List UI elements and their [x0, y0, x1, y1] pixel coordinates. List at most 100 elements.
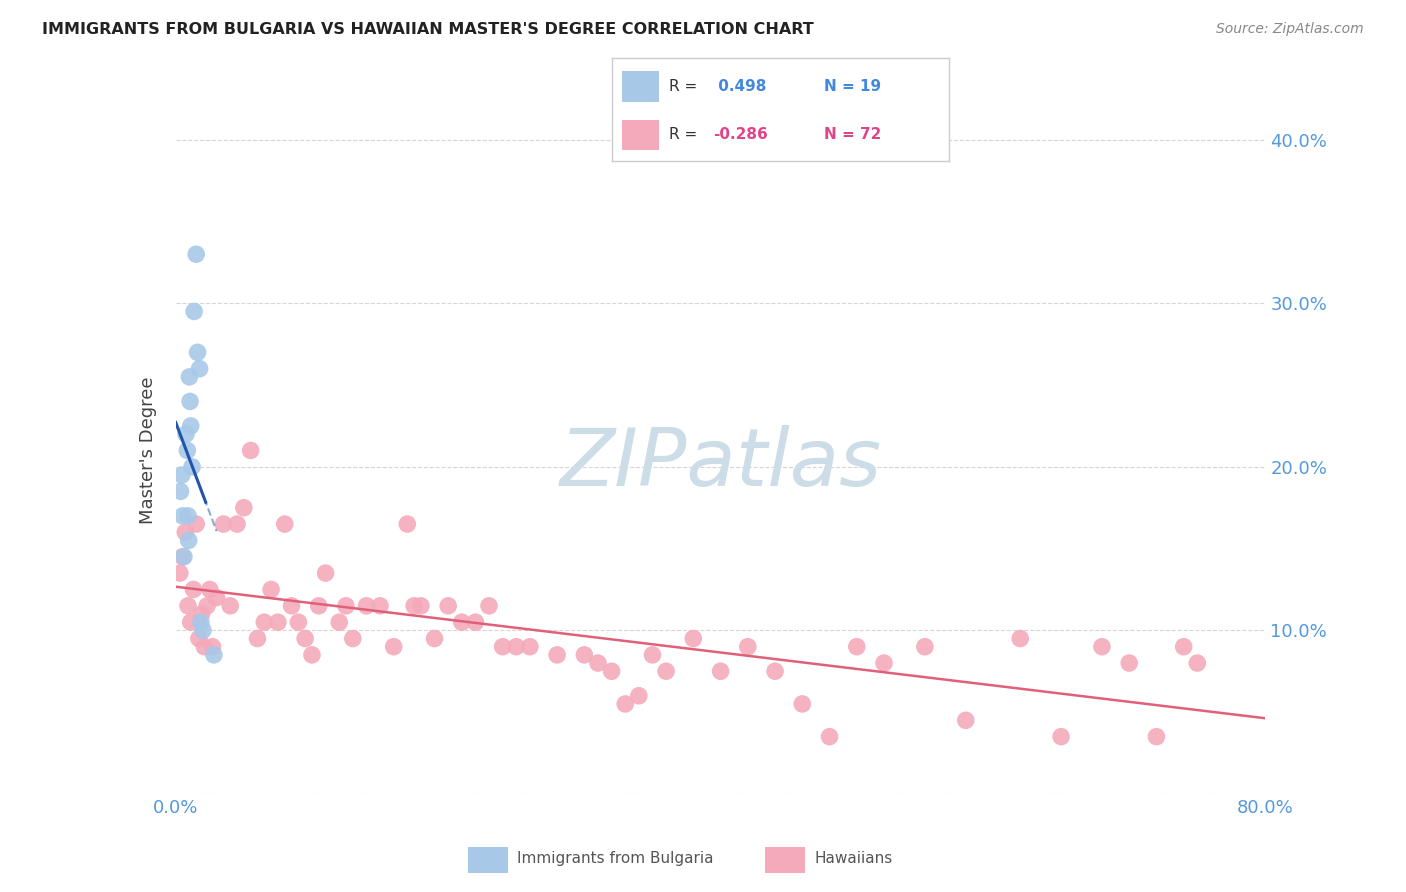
- Point: [181, 459, 204, 474]
- Point: [301, 648, 323, 662]
- Point: [190, 615, 212, 630]
- Point: [212, 517, 235, 532]
- Point: [409, 599, 432, 613]
- Point: [294, 632, 316, 646]
- Point: [239, 443, 262, 458]
- Point: [180, 615, 202, 630]
- Point: [176, 443, 198, 458]
- Point: [450, 615, 472, 630]
- Point: [315, 566, 337, 581]
- Point: [737, 640, 759, 654]
- Point: [404, 599, 426, 613]
- Point: [232, 500, 254, 515]
- Point: [179, 370, 201, 384]
- Point: [655, 664, 678, 679]
- Point: [174, 525, 197, 540]
- Point: [308, 599, 330, 613]
- Point: [246, 632, 269, 646]
- Point: [177, 508, 200, 523]
- Text: IMMIGRANTS FROM BULGARIA VS HAWAIIAN MASTER'S DEGREE CORRELATION CHART: IMMIGRANTS FROM BULGARIA VS HAWAIIAN MAS…: [42, 22, 814, 37]
- Point: [1118, 656, 1140, 670]
- Point: [1010, 632, 1032, 646]
- Point: [600, 664, 623, 679]
- Point: [191, 624, 214, 638]
- Point: [1091, 640, 1114, 654]
- Text: Source: ZipAtlas.com: Source: ZipAtlas.com: [1216, 22, 1364, 37]
- Point: [792, 697, 814, 711]
- Point: [492, 640, 515, 654]
- Point: [342, 632, 364, 646]
- Point: [955, 714, 977, 728]
- Point: [174, 427, 197, 442]
- Point: [368, 599, 391, 613]
- Point: [287, 615, 309, 630]
- Point: [763, 664, 786, 679]
- Point: [260, 582, 283, 597]
- Point: [505, 640, 527, 654]
- Point: [1050, 730, 1073, 744]
- Point: [177, 533, 200, 548]
- Point: [180, 419, 202, 434]
- Point: [183, 304, 205, 318]
- Point: [818, 730, 841, 744]
- Point: [396, 517, 419, 532]
- Point: [201, 640, 224, 654]
- Point: [267, 615, 290, 630]
- Point: [356, 599, 378, 613]
- Point: [546, 648, 568, 662]
- Point: [437, 599, 460, 613]
- Point: [198, 582, 221, 597]
- Text: R =: R =: [669, 128, 697, 143]
- Point: [172, 549, 194, 564]
- Point: [873, 656, 896, 670]
- Point: [170, 467, 193, 482]
- Point: [710, 664, 733, 679]
- FancyBboxPatch shape: [468, 847, 508, 872]
- Point: [226, 517, 249, 532]
- Y-axis label: Master's Degree: Master's Degree: [139, 376, 157, 524]
- Point: [1146, 730, 1168, 744]
- Point: [177, 599, 200, 613]
- Text: R =: R =: [669, 79, 697, 95]
- Point: [845, 640, 868, 654]
- Point: [423, 632, 446, 646]
- Point: [335, 599, 357, 613]
- FancyBboxPatch shape: [621, 71, 659, 102]
- Text: ZIPatlas: ZIPatlas: [560, 425, 882, 503]
- Point: [219, 599, 242, 613]
- Point: [519, 640, 541, 654]
- Point: [627, 689, 650, 703]
- Text: -0.286: -0.286: [713, 128, 768, 143]
- Point: [202, 648, 225, 662]
- Point: [169, 566, 191, 581]
- Point: [188, 361, 211, 376]
- Point: [187, 632, 209, 646]
- Point: [464, 615, 486, 630]
- Point: [186, 247, 208, 261]
- Point: [574, 648, 596, 662]
- Text: 0.498: 0.498: [713, 79, 766, 95]
- FancyBboxPatch shape: [765, 847, 806, 872]
- Text: Hawaiians: Hawaiians: [814, 851, 893, 866]
- Point: [172, 508, 194, 523]
- Text: Immigrants from Bulgaria: Immigrants from Bulgaria: [517, 851, 714, 866]
- Point: [682, 632, 704, 646]
- Point: [205, 591, 228, 605]
- Point: [1187, 656, 1209, 670]
- Point: [186, 517, 208, 532]
- Point: [914, 640, 936, 654]
- Point: [614, 697, 637, 711]
- Point: [186, 345, 209, 359]
- Point: [253, 615, 276, 630]
- Point: [274, 517, 297, 532]
- Point: [280, 599, 302, 613]
- Point: [183, 582, 205, 597]
- FancyBboxPatch shape: [621, 120, 659, 150]
- Point: [193, 640, 215, 654]
- Point: [586, 656, 609, 670]
- Text: N = 19: N = 19: [824, 79, 882, 95]
- Point: [179, 394, 201, 409]
- Point: [190, 607, 212, 621]
- Point: [641, 648, 664, 662]
- Point: [382, 640, 405, 654]
